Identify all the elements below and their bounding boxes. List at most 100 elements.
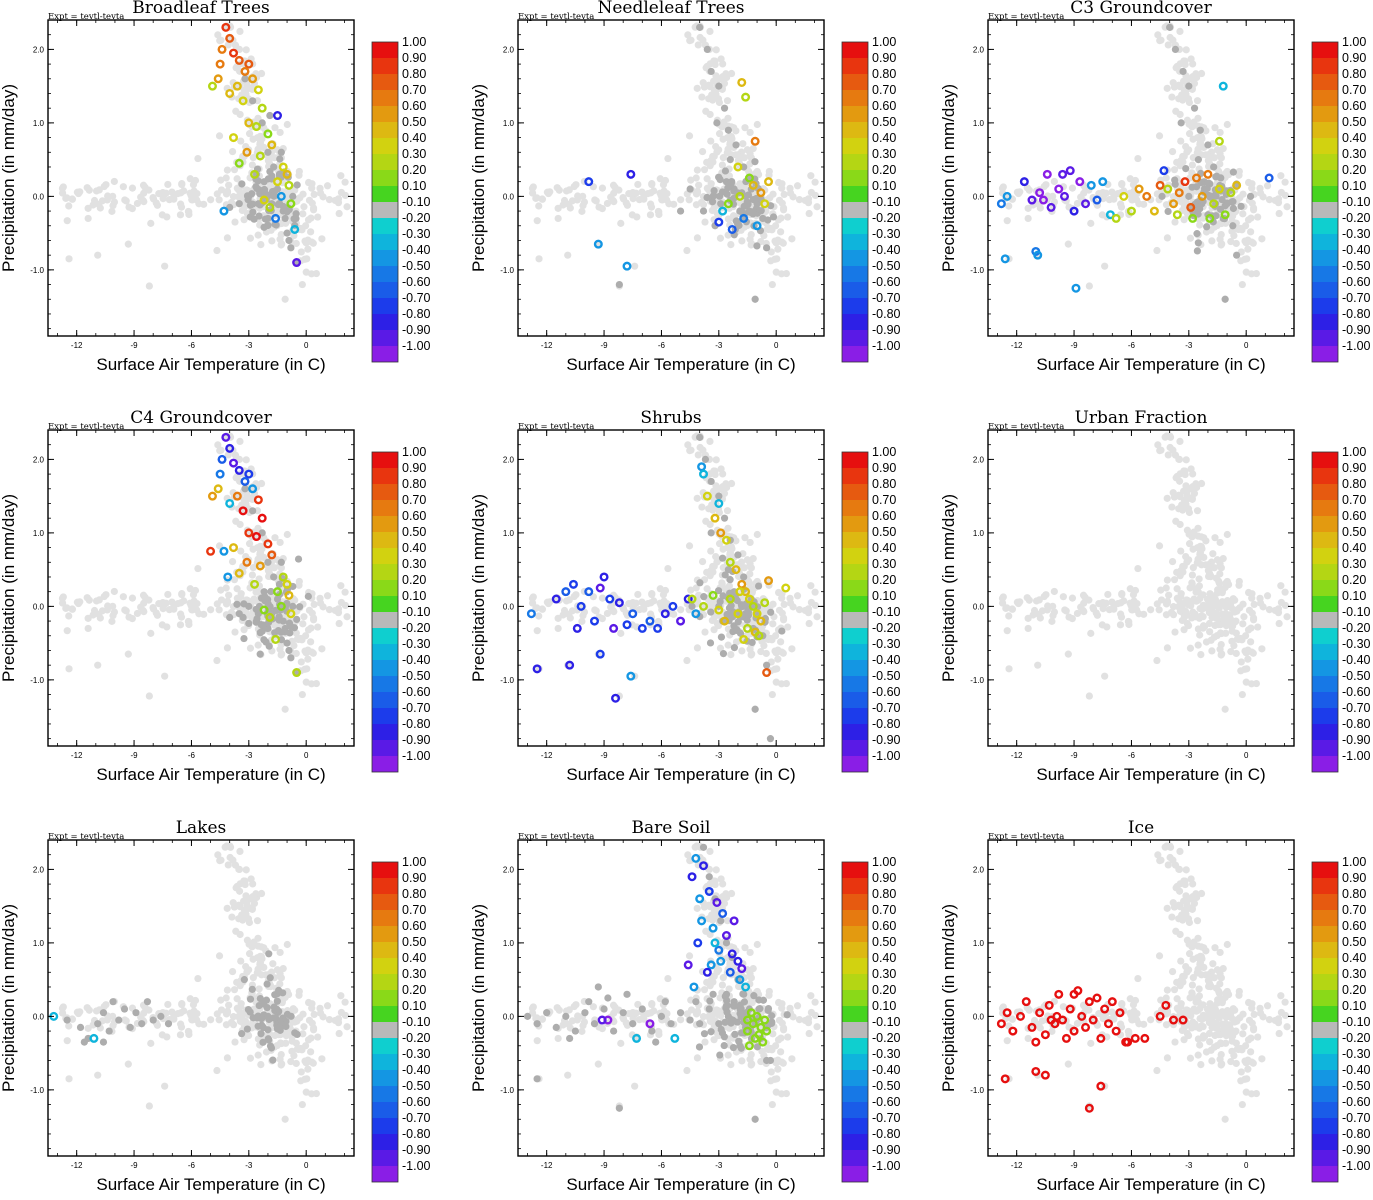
colorbar-swatch <box>1312 548 1338 564</box>
colored-point <box>242 147 252 157</box>
cloud-point <box>655 618 663 626</box>
cloud-point <box>207 1016 215 1024</box>
colored-point <box>702 491 712 501</box>
cloud-point <box>310 1010 318 1019</box>
cloud-point <box>1277 598 1286 607</box>
cloud-point <box>998 599 1007 607</box>
cloud-point <box>256 139 264 147</box>
colorbar-swatch <box>842 644 868 660</box>
cloud-point <box>243 85 251 93</box>
cloud-point <box>68 195 77 203</box>
cloud-point <box>168 598 176 606</box>
cloud-point <box>707 547 715 555</box>
cloud-point <box>1247 270 1256 278</box>
cloud-point <box>762 649 770 658</box>
gray-point <box>239 613 247 621</box>
cloud-point <box>1180 626 1188 634</box>
cloud-point <box>1103 623 1111 631</box>
cloud-point <box>1162 600 1171 608</box>
cloud-point <box>603 609 612 618</box>
cloud-point <box>693 986 702 994</box>
cloud-point <box>1235 577 1243 586</box>
colorbar-label: -1.00 <box>402 749 431 763</box>
cloud-point <box>780 600 788 609</box>
colorbar-label: -0.20 <box>1342 621 1371 635</box>
cloud-point <box>276 128 284 137</box>
cloud-point <box>1147 606 1155 614</box>
gray-point <box>266 111 274 120</box>
colored-point <box>225 88 235 98</box>
cloud-point <box>1087 629 1095 637</box>
colored-point <box>599 572 609 582</box>
cloud-point <box>738 647 746 655</box>
colorbar-label: 0.70 <box>1342 493 1366 507</box>
cloud-point <box>161 1082 169 1090</box>
cloud-point <box>1222 579 1230 587</box>
cloud-point <box>1194 641 1202 649</box>
cloud-point <box>277 651 285 659</box>
x-tick-label: -6 <box>188 751 196 760</box>
colorbar-label: -0.50 <box>402 1079 431 1093</box>
colorbar-swatch <box>372 708 398 724</box>
cloud-point <box>1085 282 1093 290</box>
cloud-point <box>777 680 786 688</box>
cloud-point <box>774 998 783 1007</box>
cloud-point <box>1239 620 1247 628</box>
colorbar-swatch <box>372 756 398 772</box>
cloud-point <box>1193 507 1202 515</box>
cloud-point <box>245 540 254 548</box>
gray-point <box>718 554 727 562</box>
cloud-point <box>301 647 309 655</box>
colored-point <box>242 557 252 567</box>
gray-point <box>266 168 274 176</box>
cloud-point <box>96 614 104 622</box>
gray-point <box>249 97 257 105</box>
colored-point <box>727 224 737 234</box>
cloud-point <box>1163 234 1172 242</box>
colored-point <box>676 616 686 626</box>
cloud-point <box>63 194 71 202</box>
gray-point <box>246 995 255 1003</box>
cloud-point <box>337 1008 346 1017</box>
y-tick-label: 1.0 <box>33 939 45 948</box>
colorbar-swatch <box>1312 74 1338 90</box>
colorbar-label: -0.20 <box>872 211 901 225</box>
cloud-point <box>1178 616 1186 625</box>
cloud-point <box>1043 606 1051 614</box>
cloud-point <box>249 154 257 162</box>
cloud-point <box>124 1060 132 1068</box>
colored-point <box>1033 250 1043 260</box>
cloud-point <box>708 91 716 99</box>
cloud-point <box>1277 172 1285 180</box>
cloud-point <box>683 656 691 665</box>
cloud-point <box>194 564 202 573</box>
cloud-point <box>1247 680 1256 688</box>
cloud-point <box>1230 641 1238 650</box>
cloud-point <box>741 534 749 542</box>
colored-point <box>723 199 733 209</box>
cloud-point <box>65 1075 73 1083</box>
cloud-point <box>276 538 284 547</box>
colorbar-frame <box>841 41 869 363</box>
y-tick-label: -1.0 <box>30 1086 44 1095</box>
colorbar-label: -0.30 <box>872 227 901 241</box>
cloud-point <box>1110 195 1118 203</box>
cloud-point <box>793 1002 802 1010</box>
cloud-point <box>1169 193 1178 201</box>
cloud-point <box>217 856 225 864</box>
cloud-point <box>1153 246 1161 255</box>
cloud-point <box>634 180 642 189</box>
y-tick-label: 0.0 <box>973 192 985 201</box>
cloud-point <box>229 1013 238 1021</box>
cloud-point <box>343 1023 351 1031</box>
y-tick-label: -1.0 <box>500 266 514 275</box>
cloud-point <box>1154 441 1162 449</box>
colorbar-label: 0.20 <box>402 983 426 997</box>
cloud-point <box>170 195 178 203</box>
cloud-point <box>1275 209 1283 218</box>
cloud-point <box>1182 607 1190 616</box>
cloud-point <box>1222 610 1230 618</box>
colorbar-label: -0.10 <box>402 1015 431 1029</box>
cloud-point <box>164 590 172 599</box>
colored-point <box>748 601 758 611</box>
